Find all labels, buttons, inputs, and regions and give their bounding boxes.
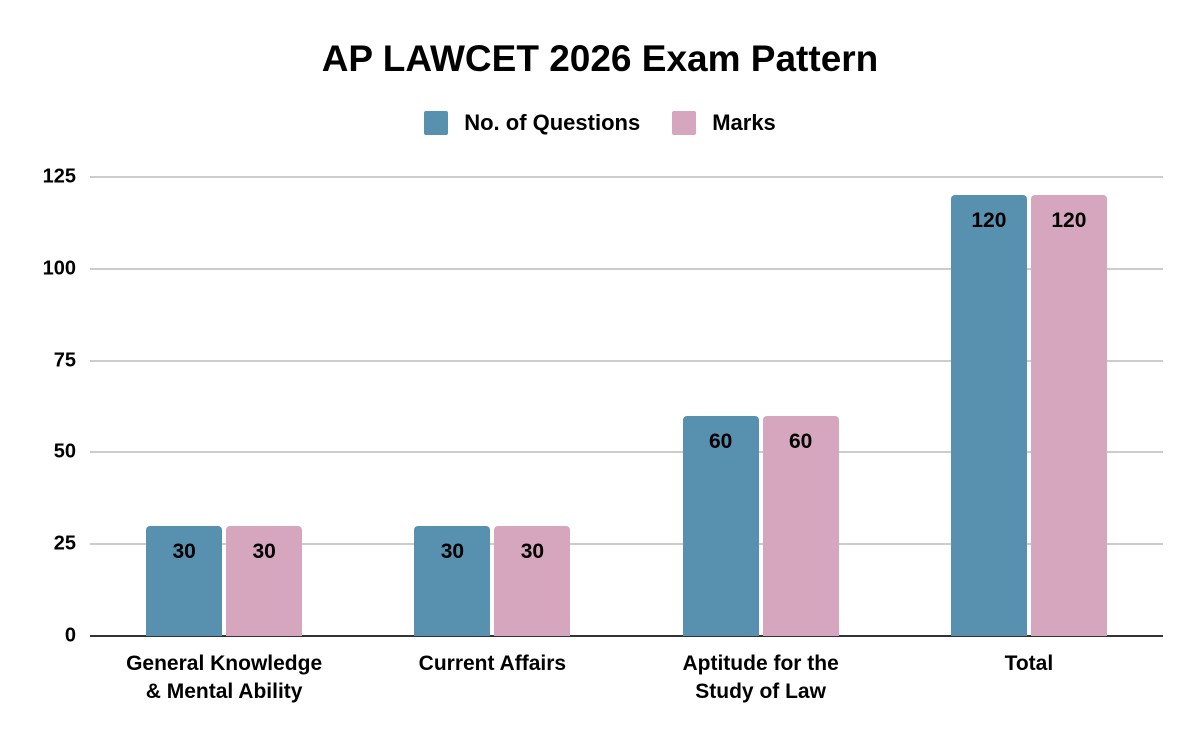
y-tick-label: 125: [42, 165, 76, 188]
legend-label: Marks: [712, 110, 776, 135]
bar-questions: 120: [950, 195, 1027, 636]
bar-marks: 60: [762, 415, 839, 636]
legend-swatch-icon: [424, 111, 449, 135]
gridline: [90, 176, 1163, 178]
x-tick-label-line: General Knowledge: [126, 652, 323, 675]
x-tick-label-line: Aptitude for the: [682, 652, 839, 675]
legend-swatch-icon: [672, 111, 697, 135]
gridline: [90, 267, 1163, 270]
x-tick-label: General Knowledge & Mental Ability: [94, 650, 354, 706]
x-tick-label-line: & Mental Ability: [145, 680, 303, 703]
y-tick-label: 0: [64, 624, 76, 647]
x-tick-label-line: Total: [1004, 652, 1054, 675]
x-tick-label-line: Current Affairs: [418, 652, 567, 675]
x-axis-line: [90, 635, 1163, 637]
y-tick-label: 75: [53, 349, 76, 372]
y-tick-label: 25: [53, 532, 76, 555]
data-label: 30: [440, 539, 465, 563]
data-label: 30: [172, 539, 196, 563]
bar-questions: 30: [414, 525, 491, 636]
legend-item: No. of Questions: [424, 110, 640, 136]
bar-marks: 120: [1030, 195, 1107, 636]
x-tick-label-line: Study of Law: [695, 680, 826, 703]
plot-area: 30 30 30 30 60 60 120 120: [90, 176, 1163, 637]
legend: No. of Questions Marks: [0, 110, 1200, 136]
legend-label: No. of Questions: [464, 110, 641, 135]
gridline: [90, 451, 1163, 454]
data-label: 30: [252, 539, 276, 563]
chart-title: AP LAWCET 2026 Exam Pattern: [321, 38, 879, 79]
y-tick-label: 50: [53, 440, 76, 463]
bar-marks: 30: [494, 525, 571, 636]
data-label: 120: [971, 209, 1007, 233]
data-label: 120: [1051, 209, 1087, 233]
bar-marks: 30: [226, 525, 303, 636]
y-tick-label: 100: [42, 257, 76, 280]
data-label: 60: [788, 429, 813, 453]
x-tick-label: Current Affairs: [362, 650, 622, 678]
data-label: 30: [520, 539, 545, 563]
legend-item: Marks: [672, 110, 776, 136]
bar-questions: 60: [682, 415, 759, 636]
x-tick-label: Total: [899, 650, 1159, 678]
x-tick-label: Aptitude for the Study of Law: [631, 650, 891, 706]
gridline: [90, 543, 1163, 546]
bar-questions: 30: [146, 525, 223, 636]
data-label: 60: [708, 429, 733, 453]
gridline: [90, 359, 1163, 362]
